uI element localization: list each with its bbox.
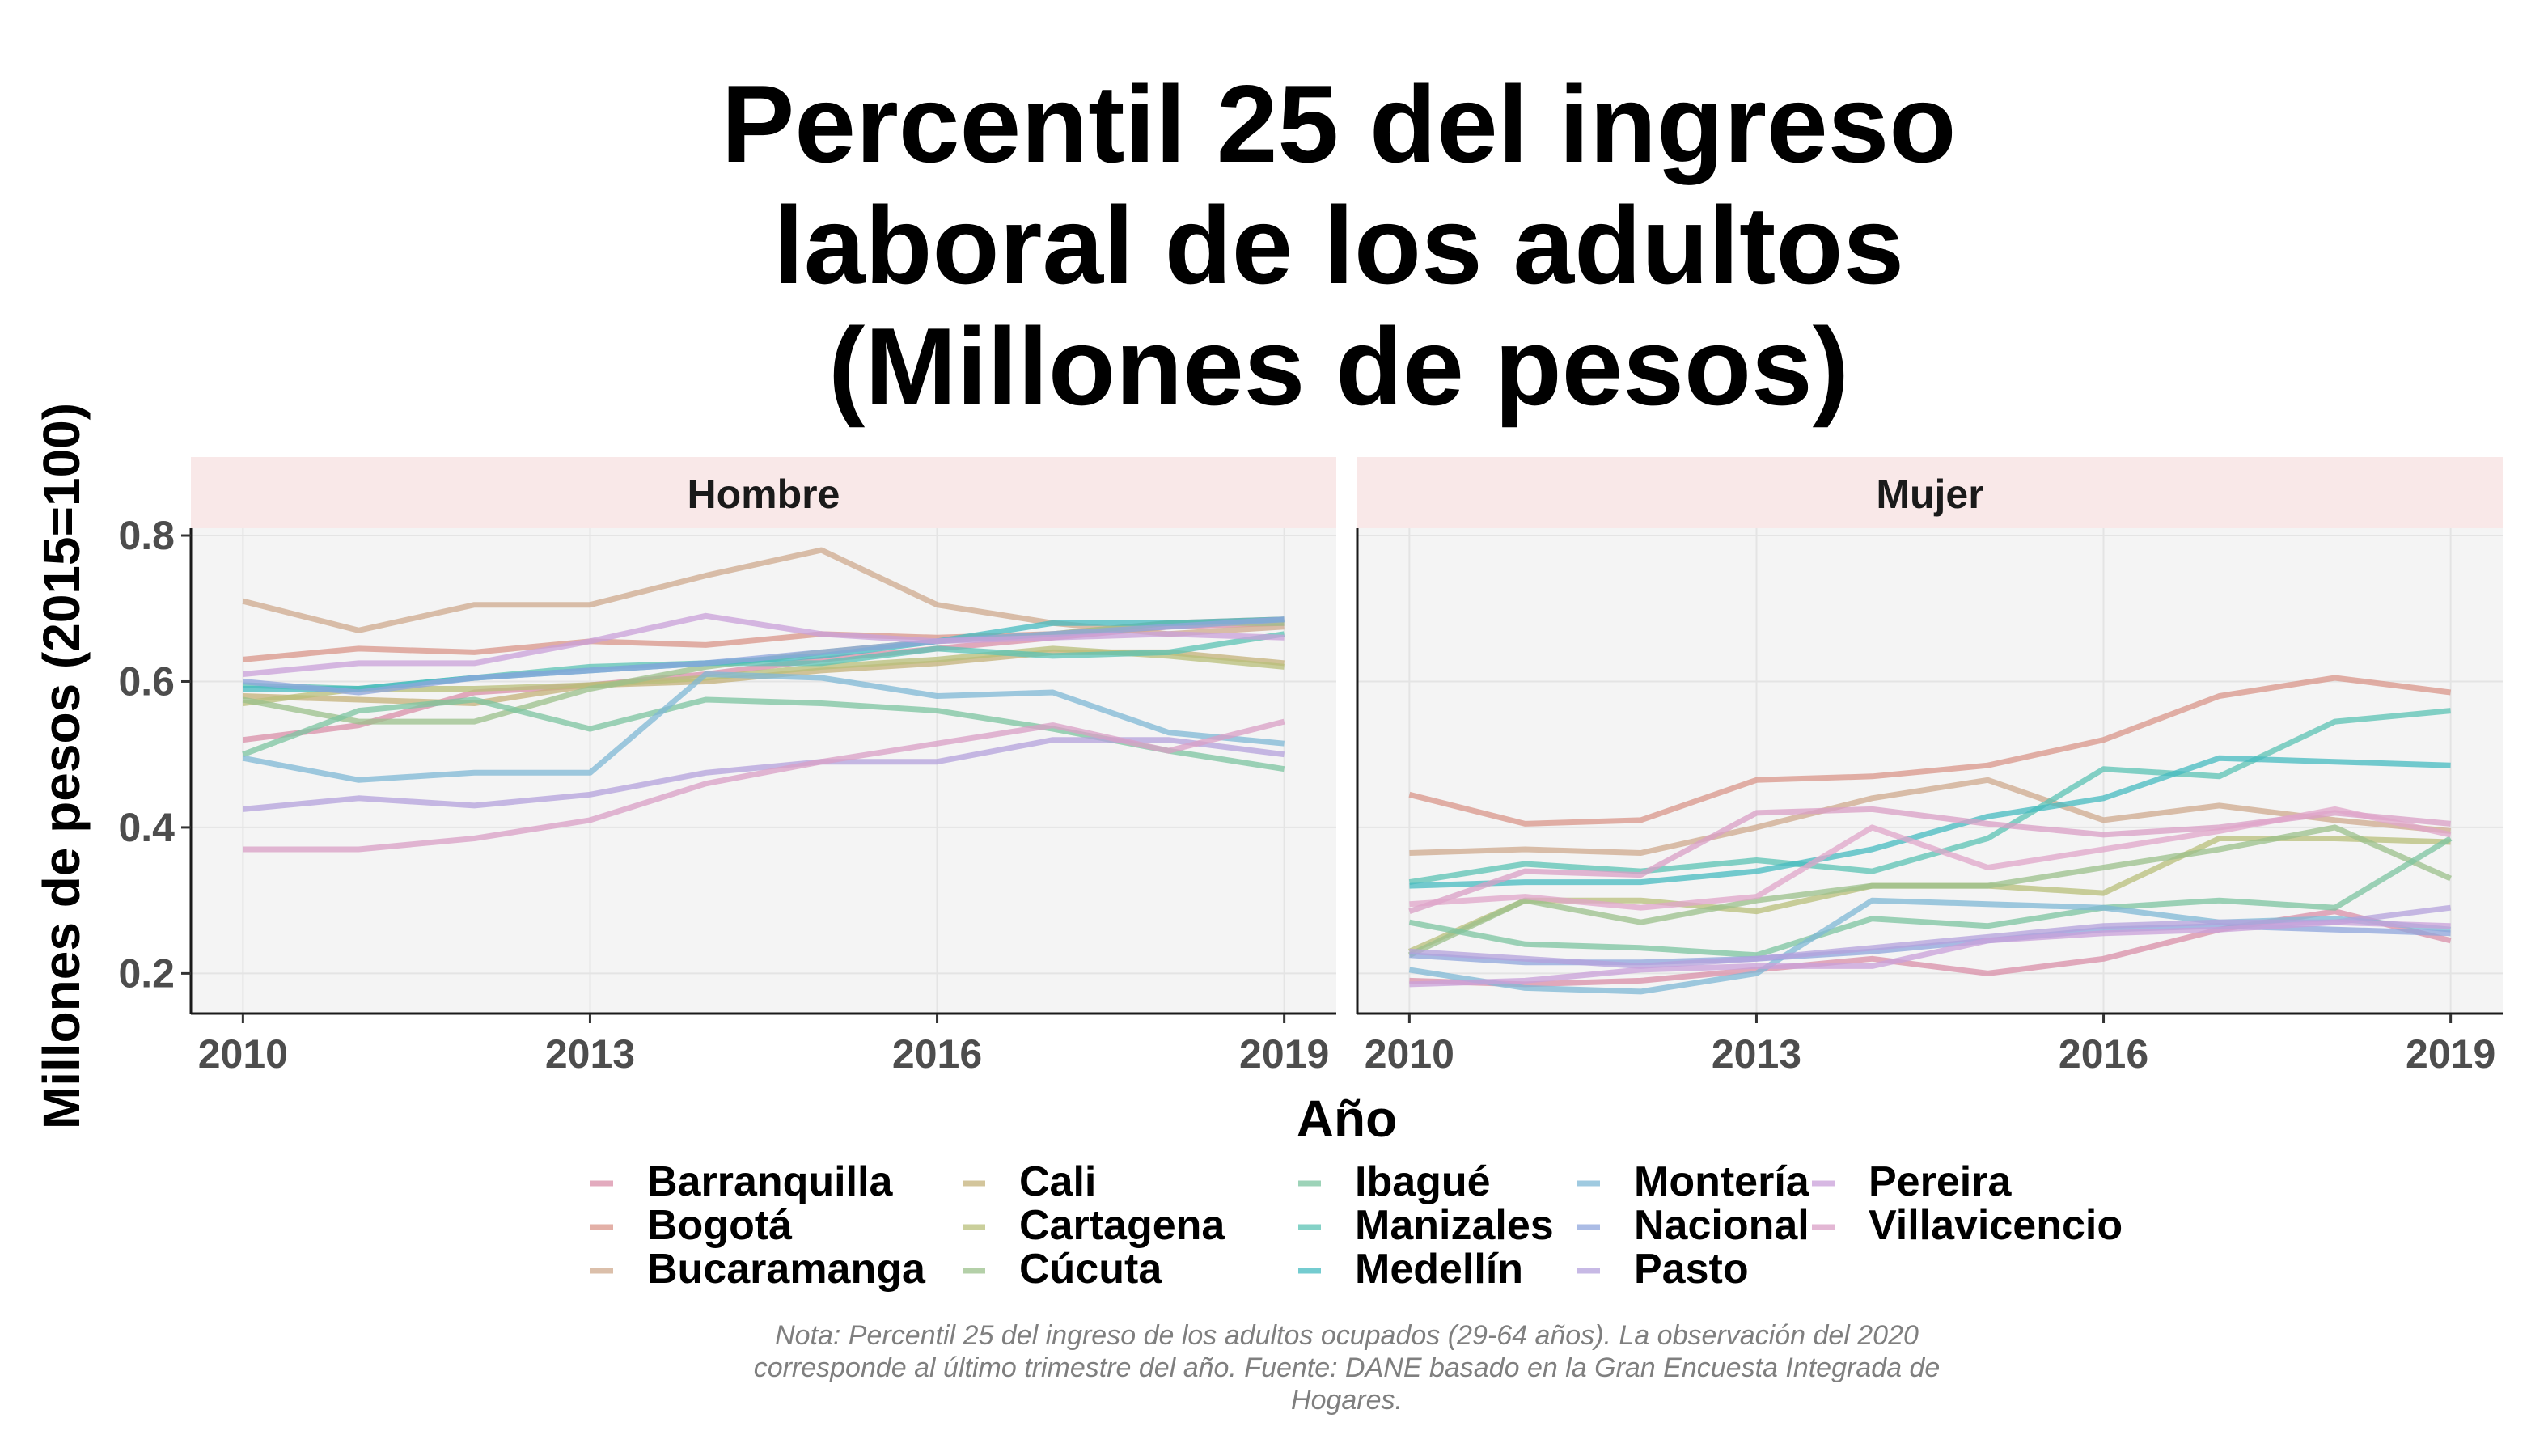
x-tick-label: 2013	[1712, 1031, 1801, 1077]
legend-label: Bogotá	[647, 1202, 793, 1249]
facet-strip-label: Hombre	[688, 472, 840, 517]
legend-label: Cali	[1019, 1158, 1096, 1205]
series-line-pereira	[243, 612, 1285, 677]
legend-label: Nacional	[1634, 1202, 1809, 1249]
legend-label: Montería	[1634, 1158, 1810, 1205]
series-line-bucaramanga	[1409, 777, 2451, 856]
legend-label: Barranquilla	[647, 1158, 893, 1205]
y-tick-label: 0.8	[118, 513, 175, 558]
series-line-montería	[242, 671, 1285, 783]
x-axis-title: Año	[1297, 1090, 1397, 1148]
facet-strip	[1357, 457, 2503, 528]
legend-label: Cartagena	[1019, 1202, 1225, 1249]
x-tick-label: 2013	[545, 1031, 635, 1077]
series-line-manizales	[1408, 708, 2451, 886]
legend-label: Villavicencio	[1869, 1202, 2123, 1249]
series-line-ibagué	[1408, 836, 2453, 959]
y-tick-label: 0.2	[118, 950, 175, 996]
y-axis-title: Millones de pesos (2015=100)	[32, 403, 91, 1129]
axes: 2010 2013 2016 2019 0.2 0.4 0.6 0.8 2010 2013 2016…	[32, 403, 2503, 1148]
legend-label: Pasto	[1634, 1246, 1749, 1293]
series-line-cúcuta	[1407, 824, 2453, 958]
x-tick-label: 2010	[1365, 1031, 1454, 1077]
series-line-villavicencio-mujer-2	[1409, 806, 2452, 911]
legend-label: Bucaramanga	[647, 1246, 926, 1293]
series-line-pasto	[1409, 904, 2452, 969]
x-tick-label: 2016	[2059, 1031, 2148, 1077]
y-tick-label: 0.4	[118, 805, 175, 850]
series-line-nacional	[243, 616, 1285, 696]
x-tick-label: 2016	[892, 1031, 982, 1077]
chart-title-line: laboral de los adultos	[773, 184, 1904, 307]
chart-title-line: Percentil 25 del ingreso	[722, 62, 1957, 185]
footnote-line: Nota: Percentil 25 del ingreso de los ad…	[775, 1320, 1919, 1351]
x-tick-label: 2019	[1239, 1031, 1329, 1077]
legend-label: Manizales	[1355, 1202, 1554, 1249]
x-tick-label: 2019	[2406, 1031, 2495, 1077]
facet-panels: Hombre Mujer	[191, 457, 2503, 1014]
legend-label: Medellín	[1355, 1246, 1523, 1293]
facet-strip	[191, 457, 1336, 528]
facet-strip-label: Mujer	[1876, 472, 1983, 517]
series-line-bogotá	[1408, 675, 2452, 827]
series-line-medellín	[1409, 755, 2451, 889]
legend-label: Pereira	[1869, 1158, 2012, 1205]
legend-label: Ibagué	[1355, 1158, 1491, 1205]
chart-title-line: (Millones de pesos)	[828, 305, 1849, 428]
footnote: Nota: Percentil 25 del ingreso de los ad…	[754, 1320, 1941, 1416]
series-line-villavicencio	[243, 718, 1285, 853]
footnote-line: Hogares.	[1291, 1385, 1403, 1416]
legend-label: Cúcuta	[1019, 1246, 1162, 1293]
series-line-pereira	[1409, 919, 2451, 988]
y-tick-label: 0.6	[118, 658, 175, 704]
footnote-line: corresponde al último trimestre del año.…	[754, 1352, 1941, 1383]
x-tick-label: 2010	[198, 1031, 288, 1077]
